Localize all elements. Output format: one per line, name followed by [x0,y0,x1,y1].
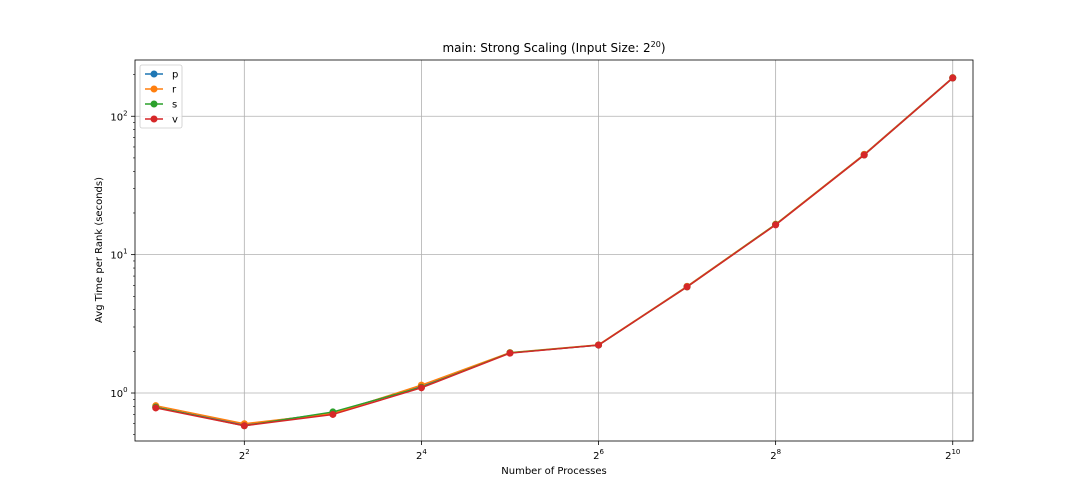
legend-marker-p [150,70,158,78]
x-tick-exponent: 4 [422,448,427,456]
legend-entry-v: v [145,115,178,126]
x-tick-base: 2 [593,451,599,462]
series-s [152,74,957,430]
legend-label-p: p [172,70,178,81]
y-tick-exponent: 0 [123,386,127,394]
legend-entry-r: r [145,85,177,96]
y-tick-label: 102 [110,109,127,123]
legend-entry-p: p [145,70,178,81]
chart-title: main: Strong Scaling (Input Size: 220) [442,40,665,55]
x-axis-ticks: 22 24 26 28 210 [239,441,960,462]
plot-frame [134,59,974,442]
data-point-v [240,422,248,430]
data-point-v [152,404,160,412]
y-tick-base: 10 [110,112,123,123]
series-r [152,74,957,428]
x-tick-label: 22 [239,448,250,462]
chart-title-exponent: 20 [651,40,661,49]
y-tick-base: 10 [110,389,123,400]
series-p [152,74,957,429]
chart-title-suffix: ) [661,41,666,55]
x-tick-base: 2 [239,451,245,462]
series-layer [152,74,957,430]
x-tick-base: 2 [945,451,951,462]
y-tick-label: 101 [110,248,127,262]
x-tick-label: 26 [593,448,604,462]
y-tick-exponent: 2 [123,109,127,117]
x-axis-label: Number of Processes [501,466,606,477]
legend-frame [139,64,183,129]
legend-label-r: r [172,85,177,96]
series-line-r [155,77,954,425]
data-point-v [949,74,957,82]
series-line-p [155,77,954,426]
x-tick-base: 2 [416,451,422,462]
grid-lines [135,60,973,441]
series-line-v [155,77,954,427]
legend-marker-v [150,115,158,123]
legend-label-s: s [172,100,177,111]
x-tick-exponent: 2 [245,448,249,456]
y-tick-base: 10 [110,251,123,262]
legend-label-v: v [172,115,178,126]
x-tick-label: 24 [416,448,427,462]
chart-title-main: main: Strong Scaling (Input Size: 2 [442,41,650,55]
x-tick-base: 2 [770,451,776,462]
x-tick-exponent: 6 [599,448,604,456]
data-point-v [506,349,514,357]
legend-entry-s: s [145,100,177,111]
data-point-v [772,221,780,229]
data-point-v [860,151,868,159]
legend-marker-s [150,100,158,108]
data-point-v [417,384,425,392]
x-tick-exponent: 8 [777,448,781,456]
data-point-v [683,283,691,291]
x-tick-label: 28 [770,448,781,462]
series-line-s [155,77,954,427]
legend-marker-r [150,85,158,93]
x-tick-label: 210 [945,448,960,462]
y-axis-label: Avg Time per Rank (seconds) [94,177,105,323]
x-tick-exponent: 10 [951,448,960,456]
y-tick-exponent: 1 [123,248,127,256]
y-tick-label: 100 [110,386,127,400]
data-point-v [595,341,603,349]
data-point-v [329,410,337,418]
series-v [152,74,957,430]
